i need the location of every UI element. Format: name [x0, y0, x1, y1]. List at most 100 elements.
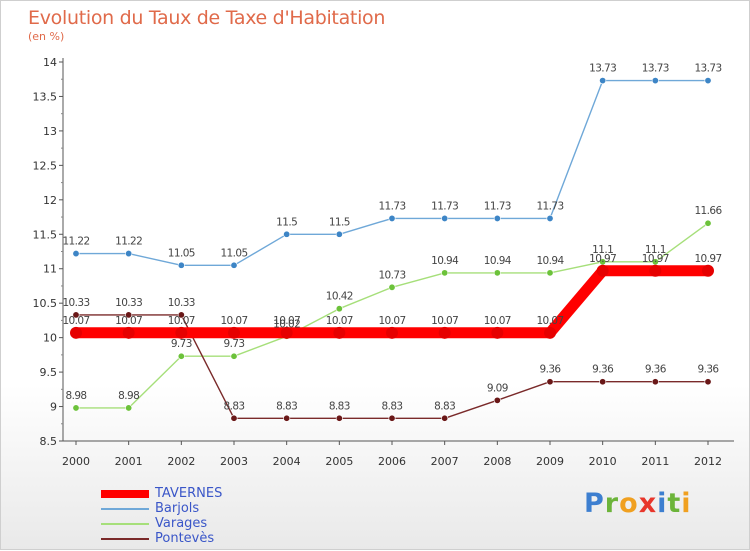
data-label: 10.33 — [62, 297, 89, 309]
data-label: 11.73 — [484, 200, 511, 212]
data-point — [704, 77, 712, 85]
x-tick-label: 2010 — [589, 455, 617, 468]
data-point — [441, 269, 449, 277]
x-tick-label: 2006 — [378, 455, 406, 468]
data-label: 8.98 — [118, 390, 139, 402]
data-point — [72, 404, 80, 412]
data-label: 10.07 — [168, 315, 195, 327]
data-point — [493, 214, 501, 222]
brand-logo: Proxiti — [584, 488, 692, 519]
brand-letter: i — [681, 488, 692, 519]
data-label: 9.36 — [540, 364, 562, 376]
data-point — [441, 414, 449, 422]
data-point — [544, 326, 556, 339]
data-point — [649, 264, 662, 277]
data-point — [546, 378, 554, 386]
data-point — [335, 230, 343, 238]
data-point — [72, 311, 80, 319]
data-label: 13.73 — [589, 63, 616, 75]
data-label: 10.33 — [115, 297, 142, 309]
brand-letter: r — [604, 488, 620, 519]
data-point — [72, 250, 80, 258]
brand-letter: t — [667, 488, 682, 519]
data-point — [230, 352, 238, 360]
data-point — [283, 414, 291, 422]
data-label: 11.5 — [329, 216, 350, 228]
data-point — [230, 414, 238, 422]
y-tick-label: 9 — [50, 401, 57, 414]
y-tick-label: 11.5 — [33, 228, 58, 241]
data-label: 10.07 — [378, 315, 405, 327]
data-point — [493, 396, 501, 404]
legend: TAVERNES Barjols Varages Pontevès — [101, 486, 222, 546]
data-label: 8.98 — [66, 390, 87, 402]
data-label: 10.07 — [220, 315, 247, 327]
data-label: 10.94 — [431, 255, 459, 267]
legend-swatch — [101, 522, 149, 525]
x-tick-label: 2003 — [220, 455, 248, 468]
data-label: 11.73 — [536, 200, 563, 212]
data-label: 11.73 — [431, 200, 458, 212]
data-label: 10.07 — [326, 315, 353, 327]
series-line-1 — [76, 79, 708, 266]
y-tick-label: 12.5 — [33, 159, 58, 172]
chart-subtitle: (en %) — [28, 30, 65, 43]
data-point — [491, 326, 504, 339]
x-tick-label: 2001 — [115, 455, 143, 468]
x-tick-label: 2004 — [273, 455, 301, 468]
legend-label: TAVERNES — [155, 486, 223, 501]
data-point — [599, 77, 607, 85]
data-label: 10.73 — [378, 269, 405, 281]
y-tick-label: 12 — [43, 194, 57, 207]
data-point — [493, 269, 501, 277]
data-label: 10.07 — [115, 315, 142, 327]
chart-title: Evolution du Taux de Taxe d'Habitation — [28, 7, 386, 29]
data-point — [651, 77, 659, 85]
data-label: 10.07 — [431, 315, 458, 327]
data-label: 11.73 — [378, 200, 405, 212]
data-point — [599, 378, 607, 386]
x-tick-label: 2002 — [167, 455, 195, 468]
y-tick-label: 14 — [43, 56, 57, 69]
y-tick-label: 10.5 — [33, 297, 58, 310]
legend-item: Barjols — [101, 501, 222, 516]
data-label: 10.07 — [536, 315, 563, 327]
data-point — [122, 326, 135, 339]
data-label: 10.97 — [589, 253, 616, 265]
data-point — [386, 326, 398, 339]
legend-swatch — [101, 489, 149, 498]
data-point — [230, 261, 238, 269]
y-tick-label: 8.5 — [40, 435, 58, 448]
data-point — [335, 305, 343, 313]
legend-label: Pontevès — [155, 531, 215, 546]
x-tick-label: 2008 — [483, 455, 511, 468]
legend-label: Varages — [155, 516, 208, 531]
data-label: 10.33 — [168, 297, 195, 309]
data-label: 10.97 — [642, 253, 669, 265]
data-point — [388, 283, 396, 291]
y-tick-label: 13.5 — [33, 90, 58, 103]
y-tick-label: 11 — [43, 263, 57, 276]
data-label: 8.83 — [224, 400, 245, 412]
data-label: 10.02 — [273, 318, 300, 330]
data-label: 11.5 — [276, 216, 297, 228]
data-label: 10.97 — [694, 253, 721, 265]
data-label: 9.36 — [592, 364, 614, 376]
data-point — [228, 326, 240, 339]
data-point — [651, 378, 659, 386]
x-tick-label: 2007 — [431, 455, 459, 468]
data-label: 11.66 — [694, 205, 722, 217]
data-label: 11.1 — [645, 244, 666, 256]
legend-label: Barjols — [155, 501, 200, 516]
data-label: 13.73 — [642, 63, 669, 75]
data-point — [333, 326, 346, 339]
data-label: 11.1 — [592, 244, 613, 256]
data-label: 11.05 — [168, 247, 195, 259]
data-label: 10.07 — [62, 315, 89, 327]
data-label: 9.73 — [171, 338, 192, 350]
legend-item: Varages — [101, 516, 222, 531]
data-label: 11.22 — [115, 236, 142, 248]
data-point — [125, 250, 133, 258]
brand-letter: i — [657, 488, 668, 519]
